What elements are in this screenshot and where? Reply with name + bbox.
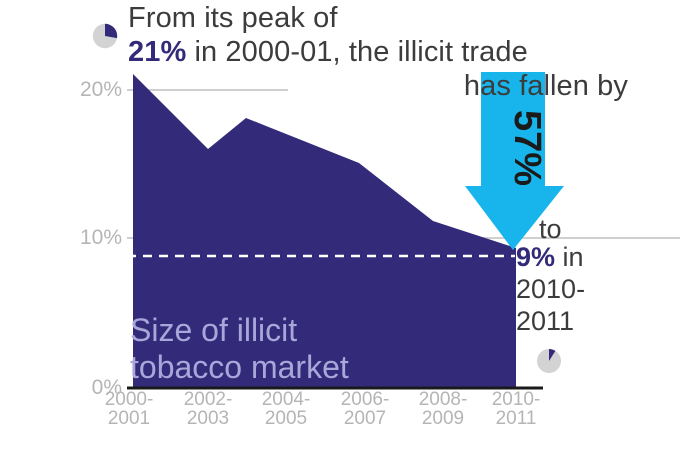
- svg-text:2000-: 2000-: [105, 389, 154, 410]
- svg-text:2010-: 2010-: [492, 389, 541, 410]
- svg-text:2008-: 2008-: [419, 389, 468, 410]
- svg-text:2004-: 2004-: [262, 389, 311, 410]
- svg-text:20%: 20%: [80, 78, 122, 101]
- svg-text:2006-: 2006-: [341, 389, 390, 410]
- svg-text:2001: 2001: [108, 408, 150, 429]
- svg-text:2005: 2005: [265, 408, 307, 429]
- svg-text:2003: 2003: [187, 408, 229, 429]
- svg-text:2007: 2007: [344, 408, 386, 429]
- svg-text:10%: 10%: [80, 226, 122, 249]
- svg-text:2009: 2009: [422, 408, 464, 429]
- svg-text:2011: 2011: [496, 408, 537, 429]
- svg-text:57%: 57%: [506, 110, 548, 186]
- svg-text:2002-: 2002-: [184, 389, 233, 410]
